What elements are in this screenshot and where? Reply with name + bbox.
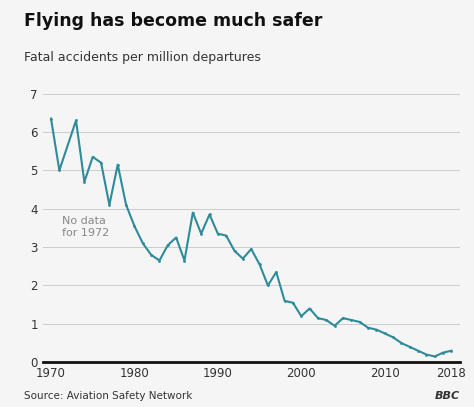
Text: BBC: BBC <box>435 391 460 401</box>
Text: Flying has become much safer: Flying has become much safer <box>24 12 322 30</box>
Text: No data
for 1972: No data for 1972 <box>62 217 109 238</box>
Text: Source: Aviation Safety Network: Source: Aviation Safety Network <box>24 391 192 401</box>
Text: Fatal accidents per million departures: Fatal accidents per million departures <box>24 51 261 64</box>
